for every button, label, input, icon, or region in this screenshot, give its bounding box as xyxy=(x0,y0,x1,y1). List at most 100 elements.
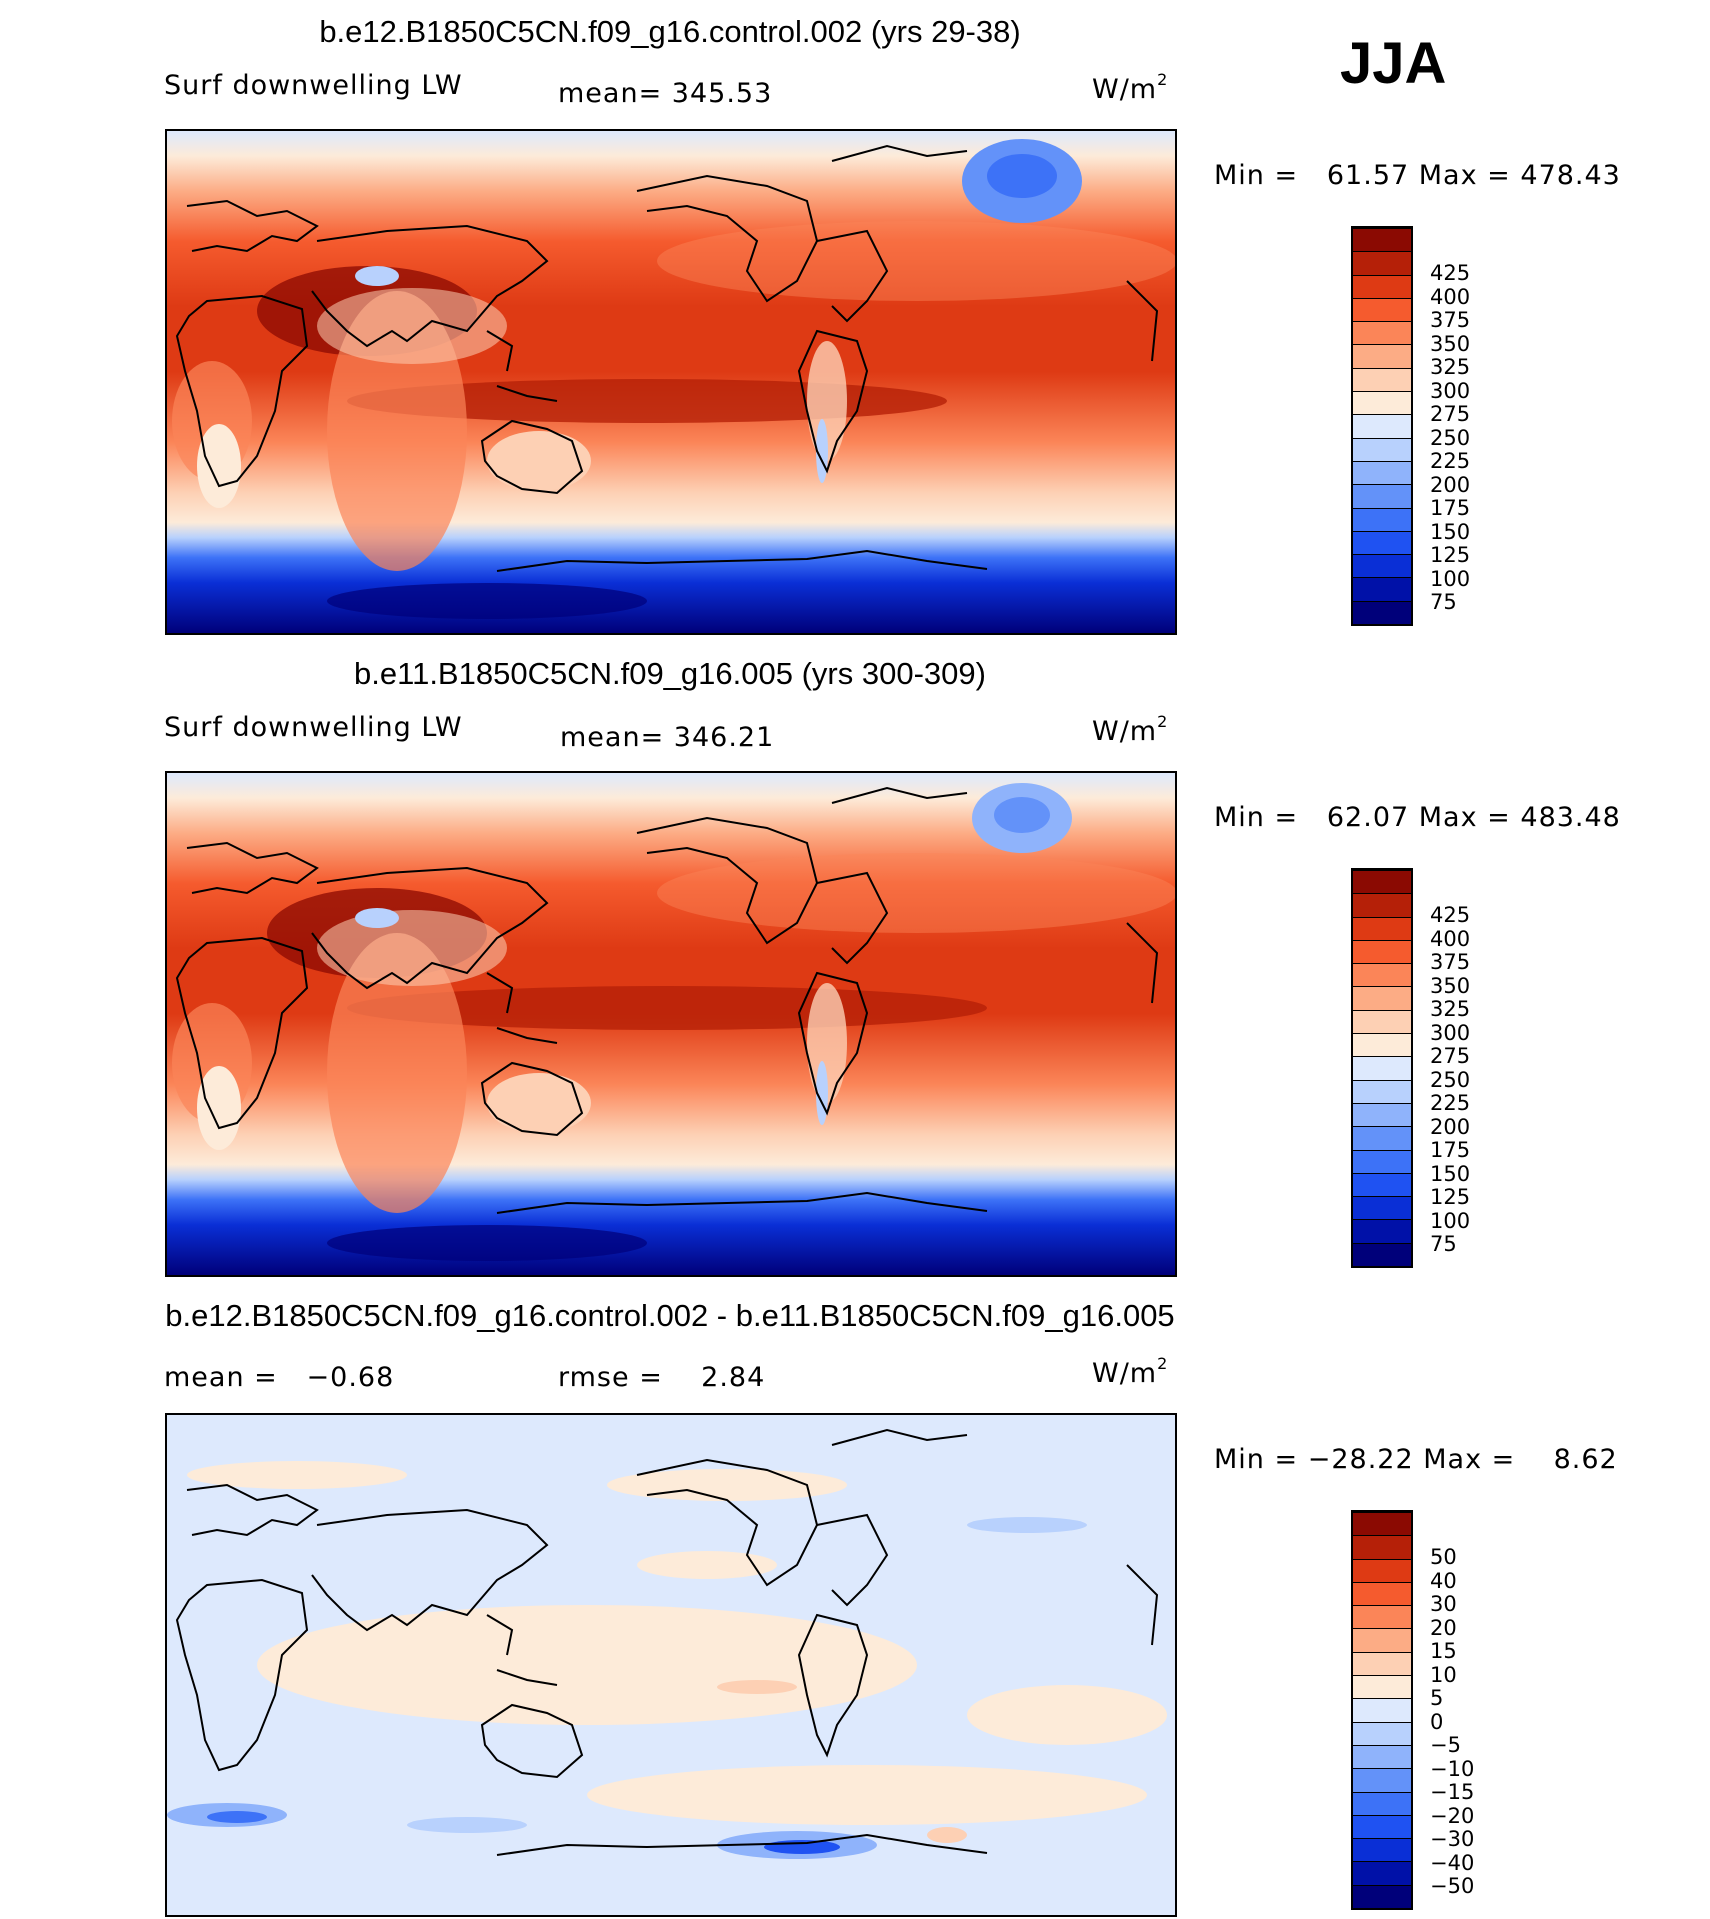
colorbar-3-cell xyxy=(1353,1581,1411,1606)
colorbar-2-cell xyxy=(1353,1242,1411,1266)
colorbar-3-cell xyxy=(1353,1675,1411,1699)
panel-1-mean: mean= 345.53 xyxy=(558,78,773,109)
colorbar-3-cell xyxy=(1353,1884,1411,1908)
colorbar-tick-label: 75 xyxy=(1430,590,1457,615)
colorbar-1-cell xyxy=(1353,577,1411,601)
colorbar-tick-label: 50 xyxy=(1430,1545,1457,1570)
colorbar-tick-label: 325 xyxy=(1430,997,1471,1022)
panel-2-map xyxy=(165,771,1177,1277)
colorbar-tick-label: 400 xyxy=(1430,926,1471,951)
colorbar-3-cell xyxy=(1353,1814,1411,1839)
colorbar-2-cell xyxy=(1353,963,1411,987)
colorbar-3-cell xyxy=(1353,1558,1411,1582)
colorbar-tick-label: 375 xyxy=(1430,950,1471,975)
colorbar-tick-label: 175 xyxy=(1430,496,1471,521)
colorbar-tick-label: 225 xyxy=(1430,449,1471,474)
colorbar-2-cell xyxy=(1353,1033,1411,1057)
colorbar-tick-label: 375 xyxy=(1430,308,1471,333)
panel-2-mean: mean= 346.21 xyxy=(560,722,775,753)
colorbar-2-cell xyxy=(1353,1009,1411,1034)
colorbar-tick-label: 150 xyxy=(1430,519,1471,544)
colorbar-tick-label: −40 xyxy=(1430,1850,1475,1875)
colorbar-1-cell xyxy=(1353,367,1411,392)
colorbar-tick-label: 275 xyxy=(1430,402,1471,427)
panel-1-title: b.e12.B1850C5CN.f09_g16.control.002 (yrs… xyxy=(319,14,1021,49)
colorbar-1-cell xyxy=(1353,600,1411,624)
colorbar-tick-label: 400 xyxy=(1430,284,1471,309)
colorbar-2-cell xyxy=(1353,1172,1411,1197)
panel-3-map-svg xyxy=(167,1415,1175,1915)
colorbar-tick-label: −30 xyxy=(1430,1827,1475,1852)
panel-1-min-max: Min = 61.57 Max = 478.43 xyxy=(1214,160,1621,191)
colorbar-3-cell xyxy=(1353,1698,1411,1722)
panel-2-colorbar xyxy=(1351,868,1413,1268)
panel-2-units: W/m2 xyxy=(1092,712,1168,747)
colorbar-tick-label: 250 xyxy=(1430,425,1471,450)
colorbar-tick-label: 425 xyxy=(1430,261,1471,286)
colorbar-2-cell xyxy=(1353,893,1411,917)
colorbar-2-cell xyxy=(1353,939,1411,964)
colorbar-tick-label: 100 xyxy=(1430,1208,1471,1233)
colorbar-2-cell xyxy=(1353,1149,1411,1173)
colorbar-1-cell xyxy=(1353,414,1411,438)
colorbar-2-cell xyxy=(1353,916,1411,940)
colorbar-2-cell xyxy=(1353,1126,1411,1150)
colorbar-1-cell xyxy=(1353,484,1411,508)
panel-3-units: W/m2 xyxy=(1092,1354,1168,1389)
colorbar-tick-label: 75 xyxy=(1430,1232,1457,1257)
colorbar-1-cell xyxy=(1353,297,1411,322)
panel-1-units: W/m2 xyxy=(1092,70,1168,105)
colorbar-tick-label: 20 xyxy=(1430,1615,1457,1640)
panel-1-map-svg xyxy=(167,131,1175,633)
colorbar-1-cell xyxy=(1353,227,1411,252)
colorbar-tick-label: −15 xyxy=(1430,1780,1475,1805)
colorbar-tick-label: 150 xyxy=(1430,1161,1471,1186)
colorbar-3-cell xyxy=(1353,1768,1411,1792)
panel-2-variable: Surf downwelling LW xyxy=(164,712,463,743)
colorbar-3-cell xyxy=(1353,1535,1411,1559)
panel-1-colorbar xyxy=(1351,226,1413,626)
colorbar-1-cell xyxy=(1353,460,1411,485)
colorbar-tick-label: 5 xyxy=(1430,1686,1444,1711)
colorbar-1-cell xyxy=(1353,530,1411,555)
colorbar-tick-label: 300 xyxy=(1430,1020,1471,1045)
colorbar-1-cell xyxy=(1353,274,1411,298)
panel-2-title: b.e11.B1850C5CN.f09_g16.005 (yrs 300-309… xyxy=(354,656,986,691)
colorbar-tick-label: −5 xyxy=(1430,1733,1461,1758)
colorbar-tick-label: 225 xyxy=(1430,1091,1471,1116)
colorbar-1-cell xyxy=(1353,251,1411,275)
colorbar-3-cell xyxy=(1353,1838,1411,1862)
colorbar-tick-label: 425 xyxy=(1430,903,1471,928)
colorbar-3-cell xyxy=(1353,1651,1411,1676)
colorbar-2-cell xyxy=(1353,986,1411,1010)
colorbar-tick-label: 200 xyxy=(1430,472,1471,497)
colorbar-2-cell xyxy=(1353,1079,1411,1103)
colorbar-tick-label: −50 xyxy=(1430,1874,1475,1899)
colorbar-tick-label: 30 xyxy=(1430,1592,1457,1617)
colorbar-tick-label: 125 xyxy=(1430,543,1471,568)
colorbar-1-cell xyxy=(1353,554,1411,578)
colorbar-tick-label: 325 xyxy=(1430,355,1471,380)
colorbar-tick-label: 250 xyxy=(1430,1067,1471,1092)
colorbar-2-cell xyxy=(1353,1102,1411,1127)
colorbar-tick-label: 350 xyxy=(1430,331,1471,356)
colorbar-1-cell xyxy=(1353,507,1411,531)
panel-3-mean: mean = −0.68 xyxy=(164,1362,395,1393)
colorbar-tick-label: −10 xyxy=(1430,1756,1475,1781)
colorbar-tick-label: 125 xyxy=(1430,1185,1471,1210)
panel-3-colorbar xyxy=(1351,1510,1413,1910)
panel-1-map xyxy=(165,129,1177,635)
colorbar-tick-label: 10 xyxy=(1430,1662,1457,1687)
colorbar-tick-label: 15 xyxy=(1430,1639,1457,1664)
panel-3-title: b.e12.B1850C5CN.f09_g16.control.002 - b.… xyxy=(165,1298,1175,1333)
colorbar-3-cell xyxy=(1353,1628,1411,1652)
colorbar-2-cell xyxy=(1353,1219,1411,1243)
colorbar-3-cell xyxy=(1353,1605,1411,1629)
colorbar-tick-label: 100 xyxy=(1430,566,1471,591)
colorbar-tick-label: 300 xyxy=(1430,378,1471,403)
panel-2-map-svg xyxy=(167,773,1175,1275)
season-label: JJA xyxy=(1340,31,1447,96)
panel-3-map xyxy=(165,1413,1177,1917)
colorbar-2-cell xyxy=(1353,1196,1411,1220)
colorbar-2-cell xyxy=(1353,869,1411,894)
